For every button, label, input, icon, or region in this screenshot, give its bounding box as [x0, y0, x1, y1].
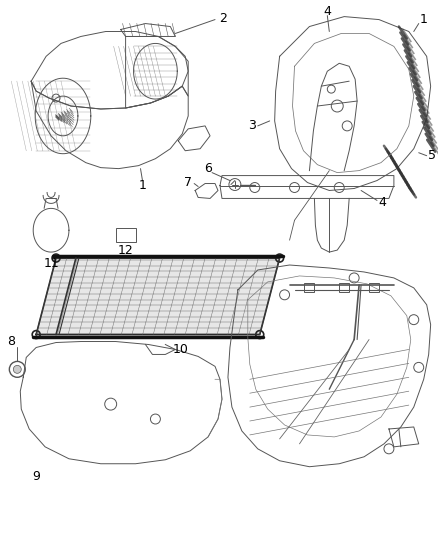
Bar — [304, 283, 314, 292]
Text: 4: 4 — [377, 196, 385, 209]
Bar — [115, 228, 135, 242]
Text: 12: 12 — [117, 244, 133, 256]
Text: 5: 5 — [427, 149, 434, 162]
Polygon shape — [36, 258, 279, 335]
Text: 1: 1 — [419, 13, 427, 26]
Text: 1: 1 — [138, 179, 146, 192]
Text: 7: 7 — [184, 176, 192, 189]
Text: 11: 11 — [43, 256, 59, 270]
Circle shape — [13, 365, 21, 373]
Text: 4: 4 — [323, 5, 331, 18]
Text: 8: 8 — [7, 335, 15, 348]
Text: 2: 2 — [219, 12, 226, 25]
Text: 9: 9 — [32, 470, 40, 483]
Text: 3: 3 — [247, 119, 255, 132]
Text: 10: 10 — [172, 343, 188, 356]
Bar — [339, 283, 348, 292]
Bar — [368, 283, 378, 292]
Text: 6: 6 — [204, 162, 212, 175]
